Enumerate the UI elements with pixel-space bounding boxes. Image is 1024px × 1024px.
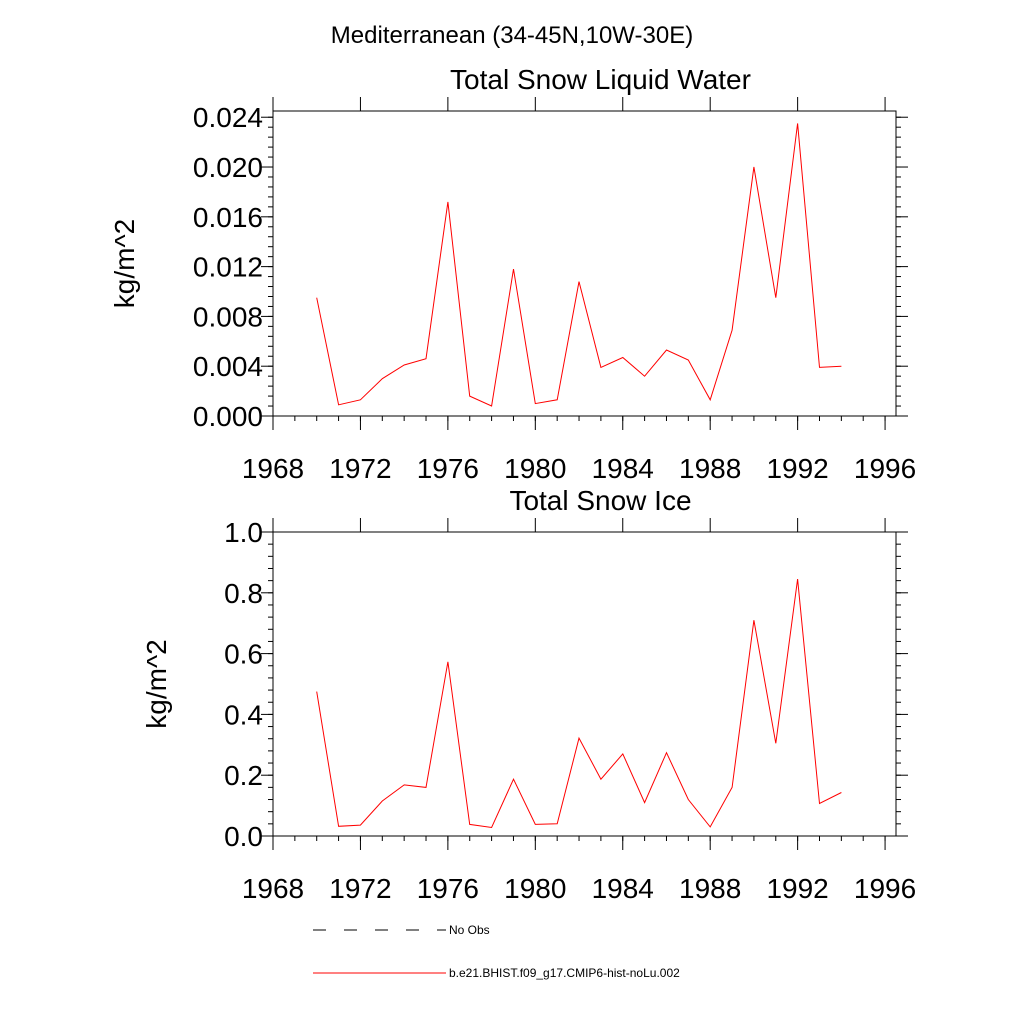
plot-frame	[272, 110, 897, 417]
x-tick-label: 1972	[329, 453, 391, 484]
x-tick-label: 1980	[504, 453, 566, 484]
y-axis-label: kg/m^2	[141, 639, 172, 728]
y-tick-label: 0.020	[193, 152, 263, 183]
x-tick-label: 1984	[592, 873, 654, 904]
x-tick-label: 1968	[242, 453, 304, 484]
x-tick-label: 1980	[504, 873, 566, 904]
y-tick-label: 0.2	[224, 760, 263, 791]
x-tick-label: 1968	[242, 873, 304, 904]
y-tick-label: 0.0	[224, 821, 263, 852]
chart-panel-snow-ice: Total Snow Ice 0.0 0.2 0.4 0.6 0.8 1.0 1968 1972…	[141, 485, 916, 904]
plot-frame	[272, 531, 897, 837]
x-tick-label: 1996	[854, 873, 916, 904]
page-title: Mediterranean (34-45N,10W-30E)	[331, 22, 693, 49]
x-tick-label: 1992	[766, 873, 828, 904]
x-tick-label: 1988	[679, 873, 741, 904]
chart-title: Total Snow Liquid Water	[450, 64, 751, 95]
x-tick-label: 1984	[592, 453, 654, 484]
x-tick-label: 1976	[417, 453, 479, 484]
series-line	[316, 123, 842, 407]
x-tick-label: 1996	[854, 453, 916, 484]
y-tick-label: 0.000	[193, 401, 263, 432]
chart-title: Total Snow Ice	[509, 485, 691, 516]
x-tick-label: 1988	[679, 453, 741, 484]
y-tick-label: 0.008	[193, 301, 263, 332]
y-tick-label: 0.4	[224, 699, 263, 730]
legend-no-obs-label: No Obs	[449, 923, 490, 937]
y-tick-label: 0.004	[193, 351, 263, 382]
y-tick-label: 0.024	[193, 102, 263, 133]
x-tick-label: 1972	[329, 873, 391, 904]
legend: No Obs b.e21.BHIST.f09_g17.CMIP6-hist-no…	[313, 923, 680, 980]
legend-model-label: b.e21.BHIST.f09_g17.CMIP6-hist-noLu.002	[449, 966, 680, 980]
y-axis-label: kg/m^2	[109, 219, 140, 308]
x-tick-label: 1992	[766, 453, 828, 484]
series-line	[316, 579, 842, 829]
y-tick-label: 1.0	[224, 517, 263, 548]
x-tick-label: 1976	[417, 873, 479, 904]
y-tick-label: 0.8	[224, 578, 263, 609]
y-tick-label: 0.016	[193, 202, 263, 233]
y-tick-label: 0.012	[193, 252, 263, 283]
chart-panel-snow-liquid-water: Total Snow Liquid Water 0.000 0.004 0.008 0.…	[109, 64, 916, 484]
y-tick-label: 0.6	[224, 639, 263, 670]
